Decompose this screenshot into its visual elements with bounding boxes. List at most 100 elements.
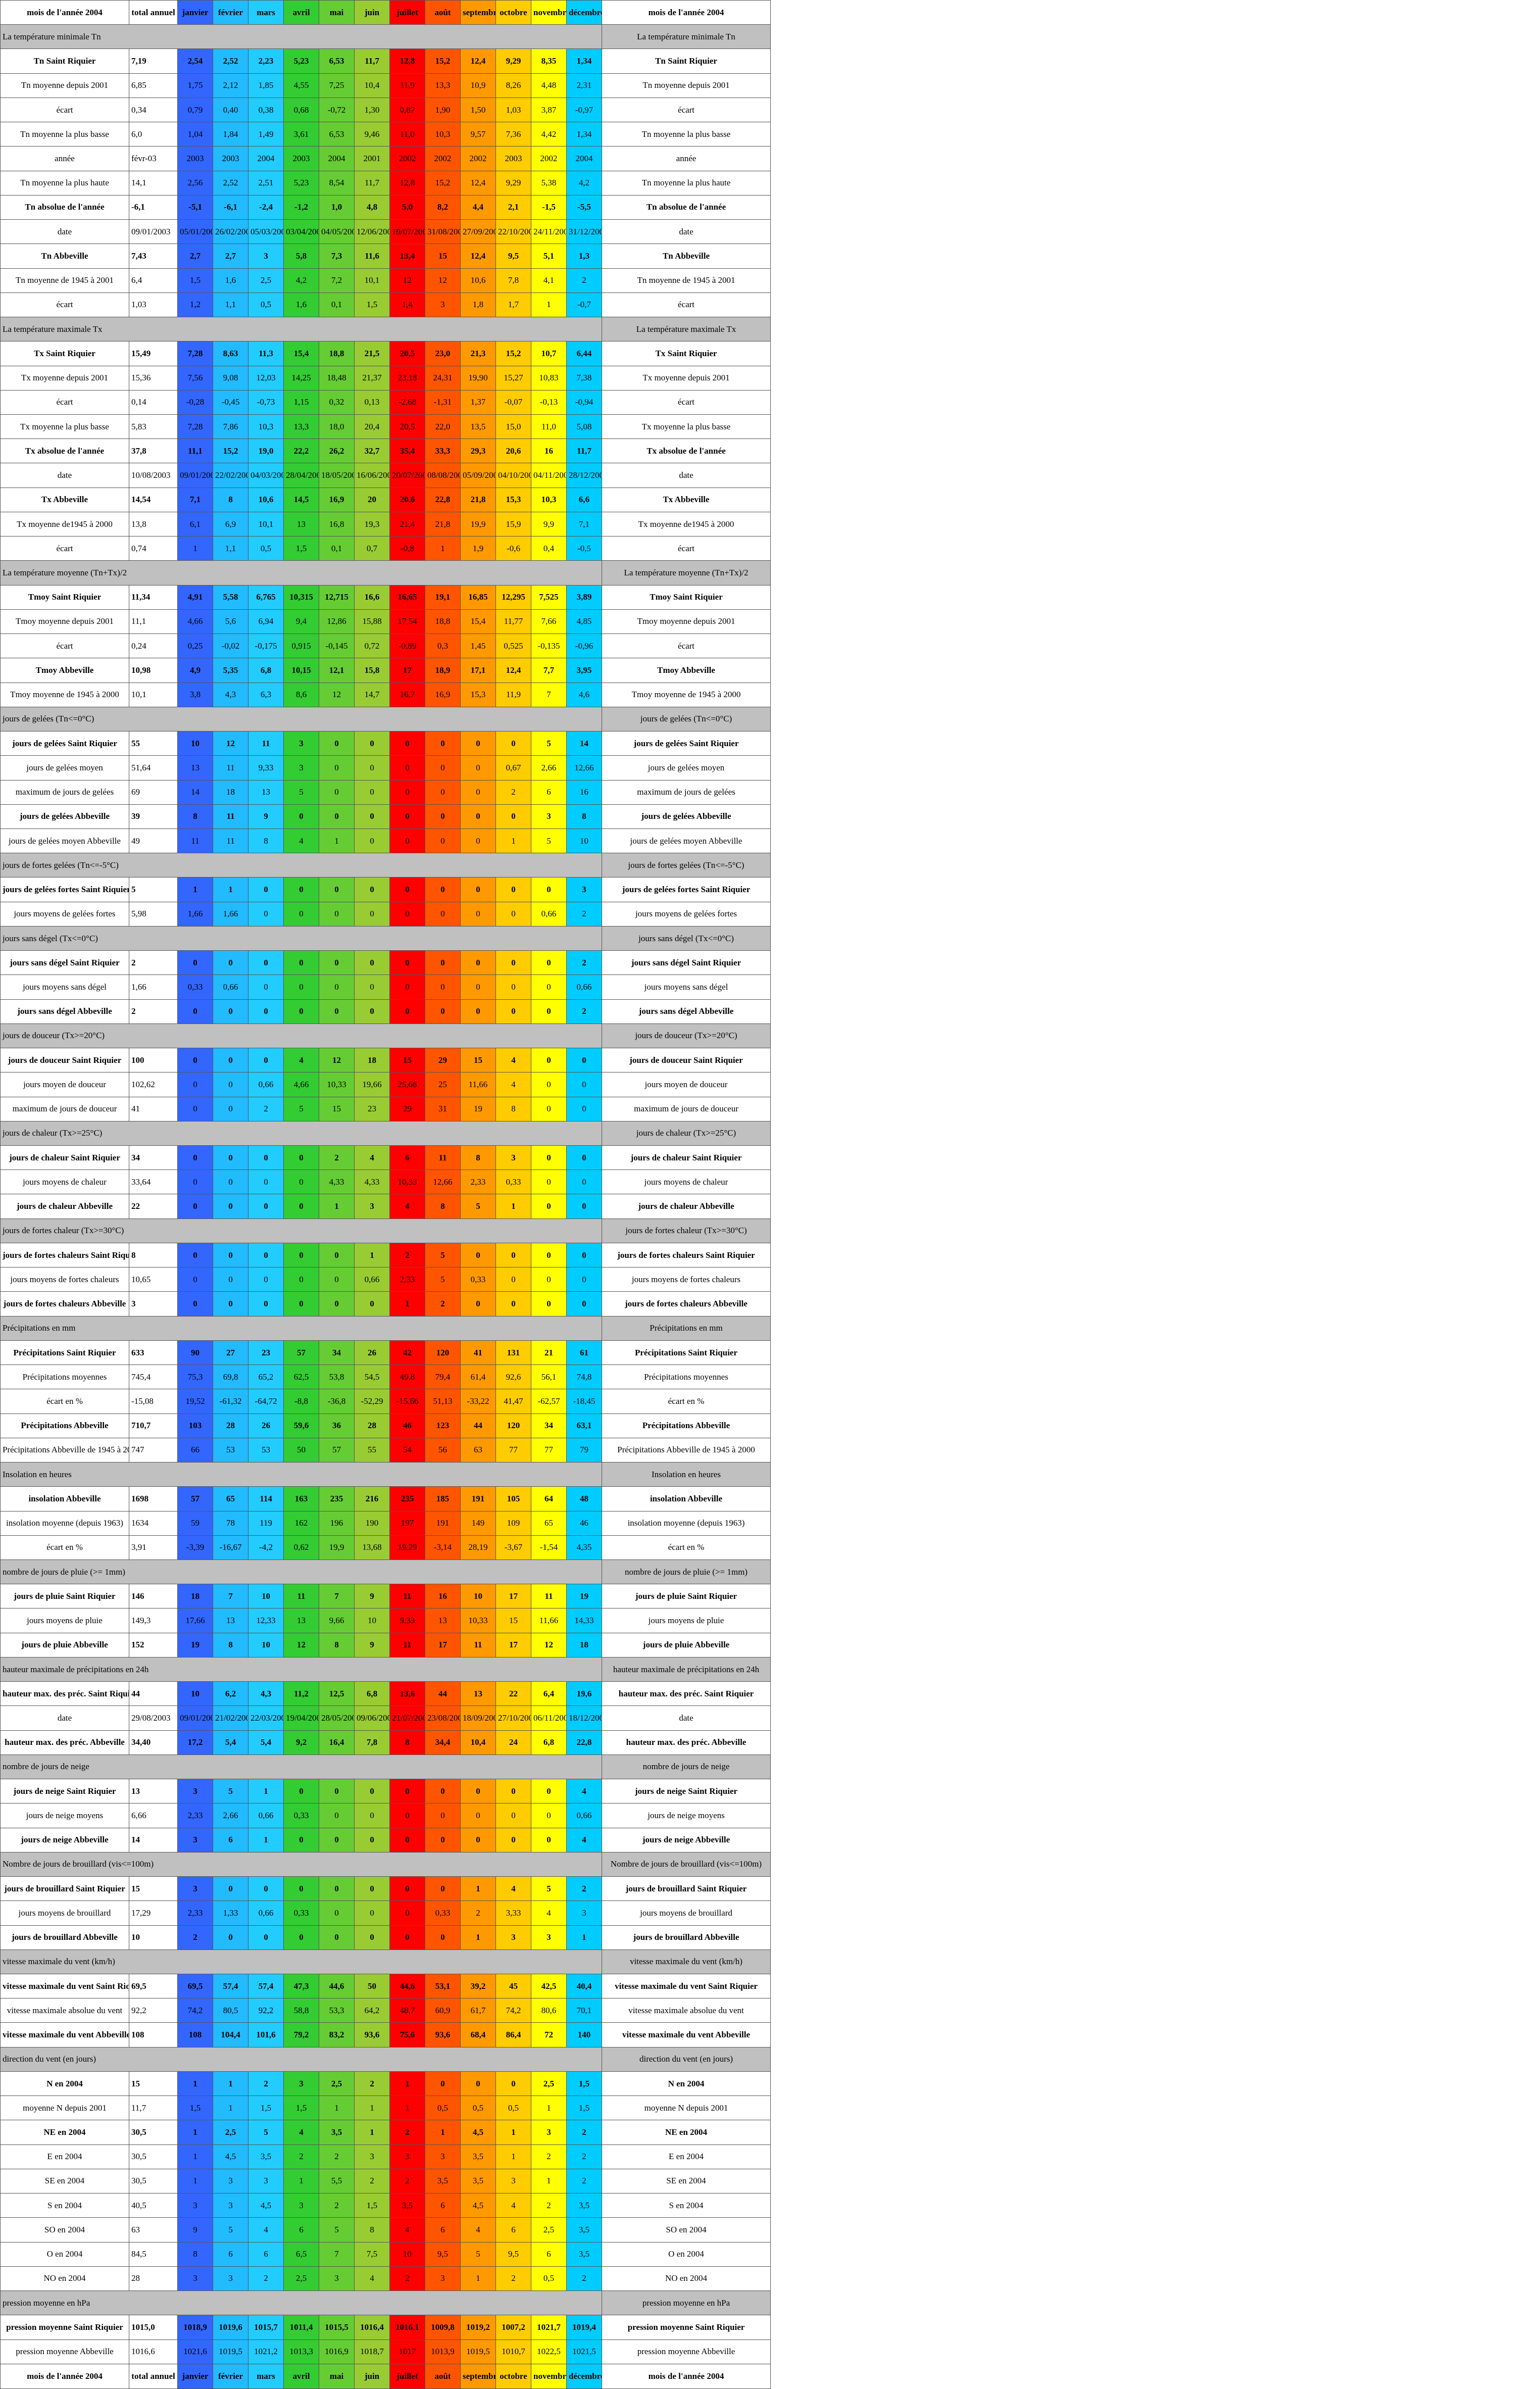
row-label: jours de gelées fortes Saint Riquier [0,877,129,902]
month-value: 0 [460,950,496,976]
month-value: 0 [425,1925,461,1950]
month-value: 13,3 [425,73,461,98]
row-label: hauteur max. des préc. Saint Riquier [0,1681,129,1707]
month-value: 1 [460,2266,496,2292]
month-value: 0 [495,974,531,1000]
month-value: 2002 [460,146,496,171]
month-value: 6,9 [213,511,249,537]
row-label-right: jours de douceur Saint Riquier [602,1048,771,1073]
month-value: 9,33 [248,755,284,781]
month-value: 10,1 [248,511,284,537]
column-header: février [213,2363,249,2389]
annual-total: 92,2 [129,1998,178,2023]
month-value: 6,94 [248,609,284,635]
annual-total: 6,66 [129,1803,178,1828]
month-value: 3,5 [389,2193,425,2218]
month-value: 131 [495,1340,531,1366]
data-row: écart 1,03 1,2 1,1 0,5 1,6 0,1 1,5 1,4 3 1,8 1,7 1 -0… [0,292,771,318]
month-value: 5,5 [319,2168,355,2194]
month-value: 1 [495,2144,531,2169]
annual-total: 3 [129,1291,178,1317]
month-value: 86,4 [495,2022,531,2047]
row-label: jours moyens de chaleur [0,1169,129,1195]
month-value: 0 [566,1072,602,1097]
month-value: 3 [283,731,319,756]
month-value: 2 [354,2168,390,2194]
month-value: 1013,9 [425,2339,461,2364]
month-value: 0 [354,1779,390,1804]
month-value: 09/01/2004 [177,1705,213,1731]
month-value: 0,66 [248,1900,284,1926]
month-value: 10 [248,1632,284,1657]
month-value: 11 [248,731,284,756]
row-label-right: jours de gelées fortes Saint Riquier [602,877,771,902]
month-value: 0 [354,779,390,805]
month-value: 11,9 [495,682,531,707]
row-label-right: SE en 2004 [602,2168,771,2194]
annual-total: 14,1 [129,170,178,196]
month-value: 31 [425,1096,461,1122]
month-value: 4 [495,2193,531,2218]
month-value: 0 [425,731,461,756]
month-value: 0 [213,1925,249,1950]
row-label-right: jours de gelées Abbeville [602,804,771,829]
month-value: 6 [389,1145,425,1171]
row-label-right: écart en % [602,1535,771,1561]
month-value: 0 [495,950,531,976]
month-value: 2 [248,1096,284,1122]
row-label-right: maximum de jours de douceur [602,1096,771,1122]
month-value: 21,3 [460,341,496,366]
month-value: 7 [319,1584,355,1609]
month-value: 4 [566,1827,602,1852]
month-value: 61 [566,1340,602,1366]
month-value: 5 [531,828,567,854]
month-value: 0,25 [177,633,213,659]
month-value: 65 [531,1510,567,1536]
section-title-right: jours sans dégel (Tx<=0°C) [602,925,771,951]
month-value: 3 [283,2071,319,2097]
section-title: hauteur maximale de précipitations en 24… [0,1656,602,1682]
row-label-right: Précipitations Abbeville de 1945 à 2000 [602,1437,771,1463]
row-label: jours de gelées Abbeville [0,804,129,829]
month-value: 9,4 [283,609,319,635]
month-value: 11,0 [531,414,567,440]
month-value: 0 [213,1048,249,1073]
section-title: La température minimale Tn [0,24,602,50]
column-header: mai [319,2363,355,2389]
month-value: 2 [566,901,602,927]
month-value: -0,145 [319,633,355,659]
month-value: 10,7 [531,341,567,366]
month-value: 8,6 [283,682,319,707]
header-row: mois de l'année 2004 total annuel janvier f… [0,0,771,25]
row-label: NE en 2004 [0,2120,129,2145]
month-value: 1,0 [319,194,355,220]
row-label-right: maximum de jours de gelées [602,779,771,805]
month-value: 8 [495,1096,531,1122]
month-value: 11,9 [389,73,425,98]
annual-total: 63 [129,2217,178,2242]
month-value: 1 [319,1194,355,1219]
month-value: 5,35 [213,658,249,683]
row-label: jours de brouillard Saint Riquier [0,1876,129,1902]
month-value: 74,8 [566,1364,602,1390]
month-value: 0 [213,1072,249,1097]
annual-total: 33,64 [129,1169,178,1195]
month-value: 1016,1 [389,2315,425,2340]
month-value: 10,3 [248,414,284,440]
month-value: 3 [248,2168,284,2194]
annual-total: 3,91 [129,1535,178,1561]
data-row: insolation Abbeville 1698 57 65 114 163 235 216… [0,1486,771,1512]
month-value: 1 [531,2095,567,2121]
month-value: 12,66 [566,755,602,781]
section-title-right: jours de fortes gelées (Tn<=-5°C) [602,853,771,878]
month-value: 0 [531,1242,567,1268]
month-value: 0,32 [319,389,355,415]
row-label-right: jours moyens de pluie [602,1608,771,1633]
row-label: date [0,1705,129,1731]
month-value: 34 [319,1340,355,1366]
row-label-right: Tx Abbeville [602,487,771,512]
month-value: 11 [425,1145,461,1171]
month-value: 79,2 [283,2022,319,2047]
month-value: 11,0 [389,122,425,147]
month-value: 10,6 [460,268,496,293]
